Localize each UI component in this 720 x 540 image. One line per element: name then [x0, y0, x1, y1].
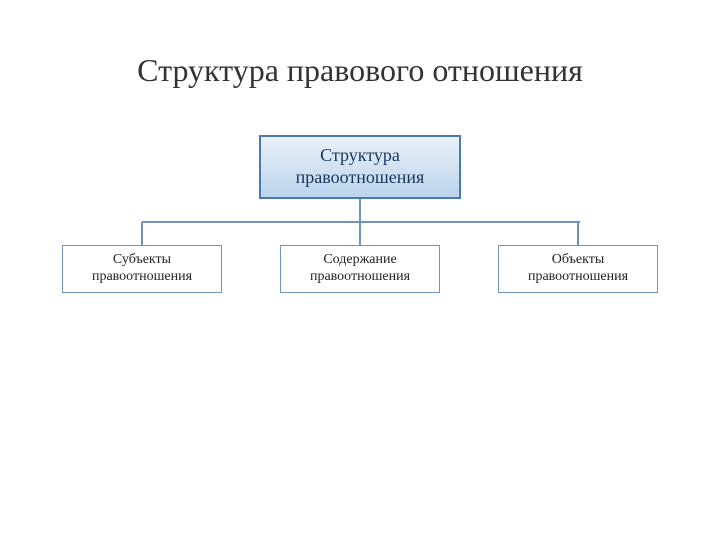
root-node: Структураправоотношения [259, 135, 461, 199]
connector-child-2 [577, 222, 579, 245]
connector-root-stem [359, 199, 361, 222]
child-node-subjects: Субъектыправоотношения [62, 245, 222, 293]
child-node-label: Субъектыправоотношения [92, 252, 192, 286]
child-node-label: Содержаниеправоотношения [310, 252, 410, 286]
child-node-objects: Объектыправоотношения [498, 245, 658, 293]
slide-title: Структура правового отношения [0, 52, 720, 89]
root-node-label: Структураправоотношения [296, 145, 425, 188]
child-node-label: Объектыправоотношения [528, 252, 628, 286]
child-node-content: Содержаниеправоотношения [280, 245, 440, 293]
connector-bus [142, 221, 580, 223]
slide: Структура правового отношения Структурап… [0, 0, 720, 540]
connector-child-0 [141, 222, 143, 245]
connector-child-1 [359, 222, 361, 245]
